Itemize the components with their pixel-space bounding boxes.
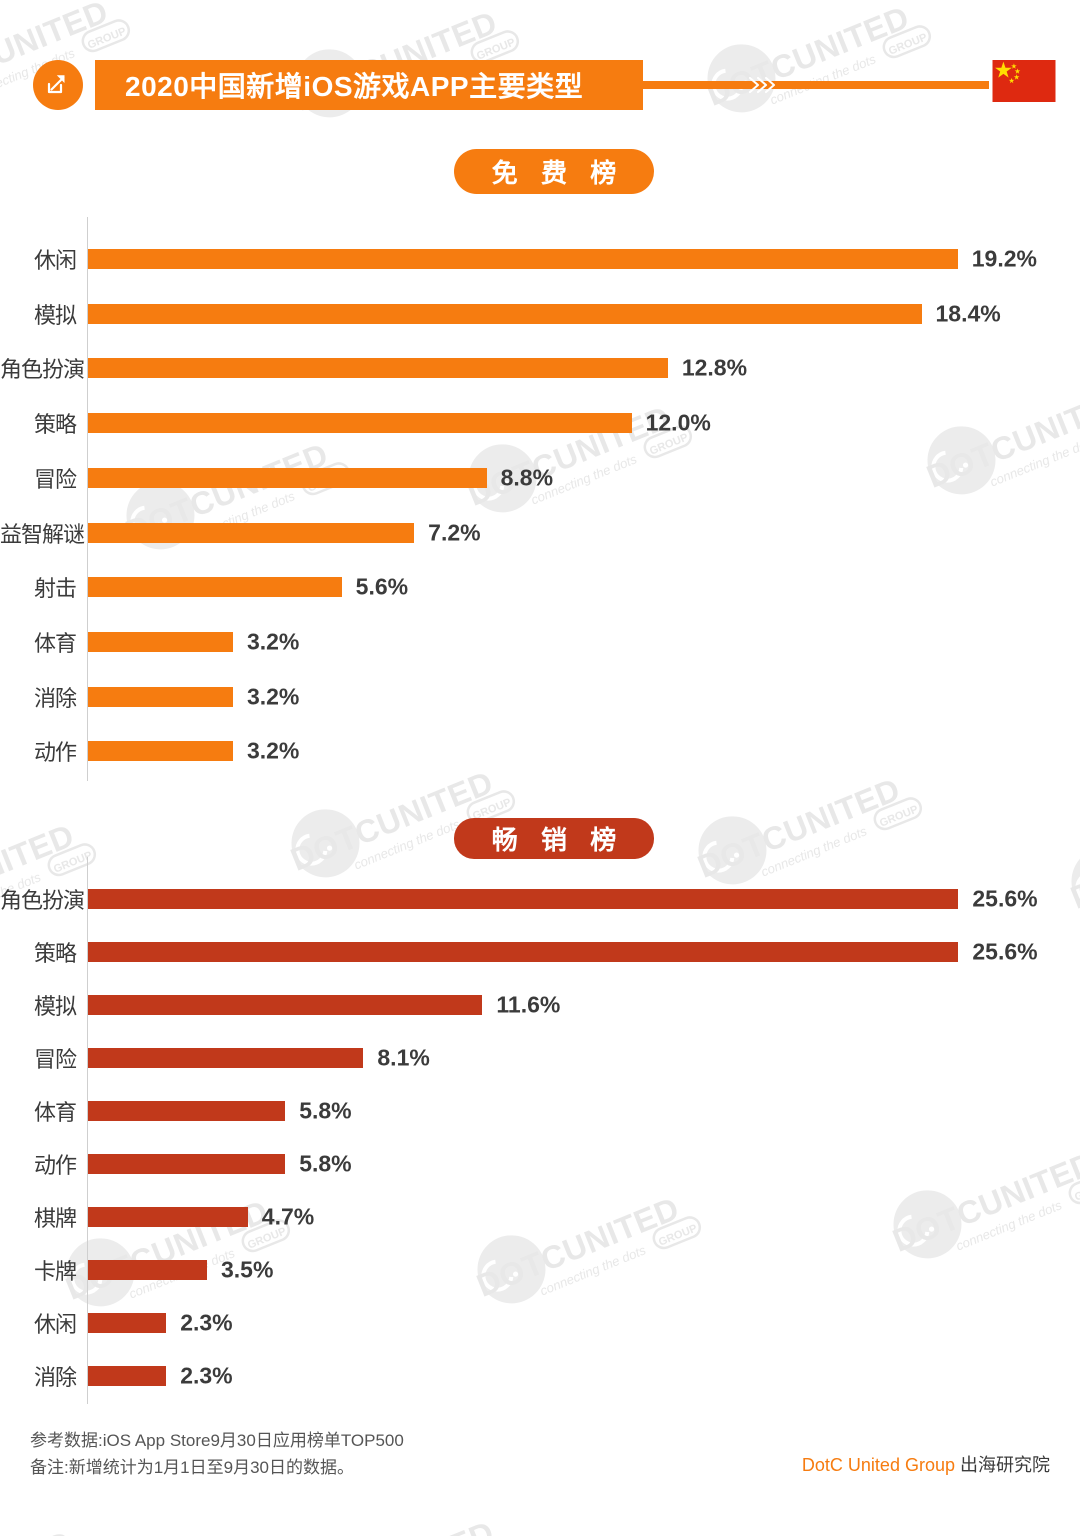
svg-text:DOTCUNITED: DOTCUNITED: [0, 1524, 77, 1536]
svg-text:DOTCUNITED: DOTCUNITED: [286, 1514, 499, 1536]
